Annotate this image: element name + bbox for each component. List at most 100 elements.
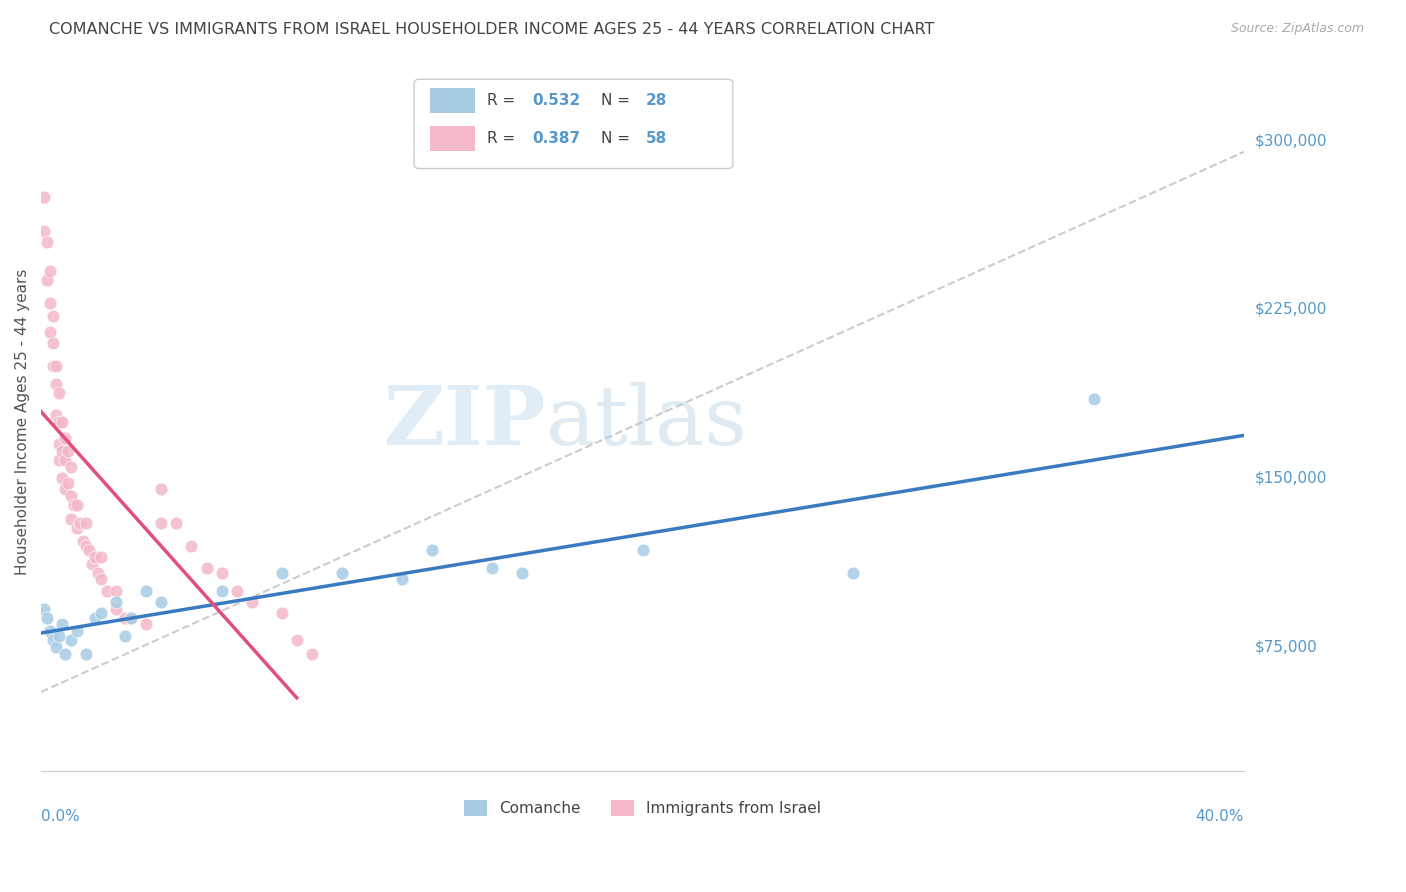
Point [420,543,443,558]
FancyBboxPatch shape [430,87,475,112]
Point [37,273,59,287]
Point [330,566,353,580]
Point [51,471,73,485]
Point [75,647,97,661]
Text: $225,000: $225,000 [1256,301,1327,317]
Text: atlas: atlas [547,382,748,462]
Point [42,359,65,373]
Point [48,629,70,643]
Point [150,595,173,609]
Point [39,264,62,278]
Point [270,606,292,620]
Point [66,498,89,512]
Text: $75,000: $75,000 [1256,640,1317,655]
Point [53,431,76,445]
Y-axis label: Householder Income Ages 25 - 44 years: Householder Income Ages 25 - 44 years [15,268,30,575]
Point [120,610,142,624]
Point [60,511,83,525]
Point [56,444,79,458]
Point [211,566,233,580]
Point [39,295,62,310]
Point [66,521,89,535]
Point [42,633,65,648]
Point [84,549,107,564]
FancyBboxPatch shape [413,79,733,169]
Point [391,573,413,587]
Point [270,566,292,580]
Point [105,595,128,609]
Point [45,408,67,422]
Point [120,610,142,624]
Point [69,516,91,530]
Point [211,583,233,598]
Text: N =: N = [600,131,634,146]
Text: 40.0%: 40.0% [1195,809,1244,824]
Point [285,633,308,648]
Point [63,498,86,512]
Point [510,566,533,580]
Point [1083,392,1105,407]
Point [180,539,202,553]
Point [631,543,654,558]
Point [105,583,128,598]
Point [51,444,73,458]
Text: $150,000: $150,000 [1256,471,1327,485]
Point [225,583,247,598]
Point [42,336,65,351]
Text: R =: R = [488,93,520,108]
Point [32,223,55,237]
Point [48,385,70,400]
Point [301,647,323,661]
Point [90,549,112,564]
Text: Source: ZipAtlas.com: Source: ZipAtlas.com [1230,22,1364,36]
Point [842,566,865,580]
Text: R =: R = [488,131,520,146]
Text: 28: 28 [647,93,668,108]
Point [90,573,112,587]
Text: COMANCHE VS IMMIGRANTS FROM ISRAEL HOUSEHOLDER INCOME AGES 25 - 44 YEARS CORRELA: COMANCHE VS IMMIGRANTS FROM ISRAEL HOUSE… [49,22,935,37]
Point [42,309,65,323]
Point [60,489,83,503]
Point [56,475,79,490]
Point [90,606,112,620]
Point [87,566,110,580]
Point [48,453,70,467]
Point [48,437,70,451]
Point [37,610,59,624]
Text: 0.532: 0.532 [531,93,581,108]
Point [32,601,55,615]
Point [51,617,73,632]
Text: N =: N = [600,93,634,108]
Point [66,624,89,639]
Point [53,647,76,661]
Point [84,610,107,624]
Point [195,561,218,575]
Point [75,516,97,530]
Text: $300,000: $300,000 [1256,133,1327,148]
Point [60,459,83,474]
Point [45,640,67,654]
Point [45,359,67,373]
Point [114,629,136,643]
Point [165,516,187,530]
Point [82,557,104,571]
Point [481,561,503,575]
Point [39,624,62,639]
Point [114,610,136,624]
Point [53,453,76,467]
Point [53,483,76,497]
Text: 58: 58 [647,131,668,146]
Point [240,595,263,609]
Point [77,543,100,558]
Point [48,415,70,429]
Text: ZIP: ZIP [384,382,547,462]
Text: 0.387: 0.387 [531,131,581,146]
Point [105,601,128,615]
Point [60,633,83,648]
Point [135,583,157,598]
Point [150,483,173,497]
Point [39,325,62,339]
FancyBboxPatch shape [430,126,475,151]
Legend: Comanche, Immigrants from Israel: Comanche, Immigrants from Israel [458,794,827,822]
Point [45,376,67,391]
